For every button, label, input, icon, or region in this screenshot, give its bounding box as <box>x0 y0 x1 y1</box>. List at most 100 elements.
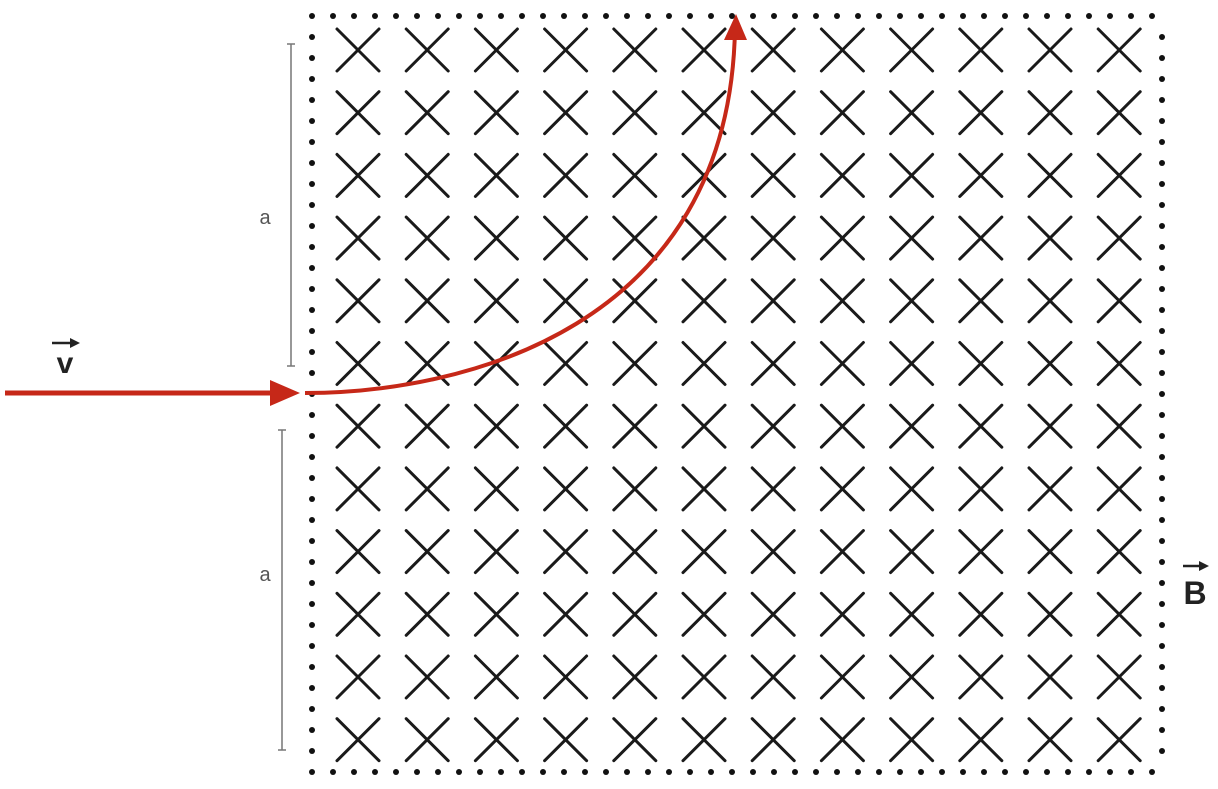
boundary-dot <box>1159 370 1165 376</box>
field-cross <box>1027 27 1073 73</box>
field-cross <box>750 466 796 512</box>
boundary-dot <box>309 580 315 586</box>
field-cross <box>750 215 796 261</box>
boundary-dot <box>309 601 315 607</box>
boundary-dot <box>1159 328 1165 334</box>
field-cross <box>750 152 796 198</box>
boundary-dot <box>1159 664 1165 670</box>
boundary-dot <box>918 769 924 775</box>
field-cross <box>612 591 658 637</box>
curved-trajectory <box>304 27 737 395</box>
boundary-dot <box>1044 769 1050 775</box>
boundary-dot <box>477 13 483 19</box>
field-cross <box>681 466 727 512</box>
boundary-dot <box>477 769 483 775</box>
field-cross <box>1096 466 1142 512</box>
boundary-dot <box>1159 622 1165 628</box>
boundary-dot <box>309 433 315 439</box>
boundary-dot <box>1159 118 1165 124</box>
field-cross <box>1096 215 1142 261</box>
field-cross <box>404 591 450 637</box>
boundary-dot <box>309 265 315 271</box>
field-cross <box>681 215 727 261</box>
boundary-dot <box>666 769 672 775</box>
boundary-dot <box>456 769 462 775</box>
field-cross <box>819 466 865 512</box>
boundary-dot <box>309 475 315 481</box>
boundary-dot <box>1107 769 1113 775</box>
boundary-dot <box>939 769 945 775</box>
field-cross <box>473 717 519 763</box>
boundary-dot <box>435 13 441 19</box>
boundary-dot <box>603 769 609 775</box>
field-cross <box>543 529 589 575</box>
field-cross <box>1027 278 1073 324</box>
field-cross <box>819 278 865 324</box>
field-cross <box>404 717 450 763</box>
field-cross <box>819 152 865 198</box>
boundary-dot <box>813 13 819 19</box>
boundary-dot <box>792 13 798 19</box>
boundary-dot <box>309 349 315 355</box>
field-cross <box>889 654 935 700</box>
field-cross <box>473 152 519 198</box>
boundary-dot <box>960 769 966 775</box>
field-cross <box>1096 90 1142 136</box>
field-cross <box>681 27 727 73</box>
boundary-dot <box>624 769 630 775</box>
field-cross <box>958 152 1004 198</box>
boundary-dot <box>960 13 966 19</box>
boundary-dot <box>414 769 420 775</box>
field-cross <box>473 27 519 73</box>
boundary-dot <box>897 13 903 19</box>
field-cross <box>819 215 865 261</box>
boundary-dot <box>519 769 525 775</box>
boundary-dot <box>309 181 315 187</box>
field-cross <box>958 403 1004 449</box>
boundary-dot <box>309 622 315 628</box>
boundary-dot <box>1159 160 1165 166</box>
field-cross <box>543 27 589 73</box>
field-cross <box>819 529 865 575</box>
boundary-dot <box>1159 286 1165 292</box>
field-cross <box>543 341 589 386</box>
field-cross <box>543 278 589 324</box>
field-cross <box>889 90 935 136</box>
boundary-dot <box>309 685 315 691</box>
boundary-dot <box>855 769 861 775</box>
field-cross <box>1027 90 1073 136</box>
boundary-dot <box>351 13 357 19</box>
boundary-dot <box>1159 412 1165 418</box>
boundary-dot <box>1159 454 1165 460</box>
field-cross <box>889 591 935 637</box>
boundary-dot <box>309 139 315 145</box>
field-cross <box>335 90 381 136</box>
field-cross <box>819 717 865 763</box>
boundary-dot <box>981 769 987 775</box>
velocity-symbol: v <box>57 347 74 380</box>
boundary-dot <box>561 13 567 19</box>
boundary-dot <box>939 13 945 19</box>
boundary-dot <box>729 13 735 19</box>
field-cross <box>612 717 658 763</box>
field-cross <box>404 90 450 136</box>
field-cross <box>750 27 796 73</box>
boundary-dot <box>1159 265 1165 271</box>
boundary-dot <box>309 76 315 82</box>
field-cross <box>473 529 519 575</box>
boundary-dot <box>1159 580 1165 586</box>
field-cross <box>1096 341 1142 386</box>
boundary-dot <box>309 307 315 313</box>
boundary-dot <box>1159 76 1165 82</box>
boundary-dot <box>330 13 336 19</box>
field-cross <box>612 278 658 324</box>
field-cross <box>1027 654 1073 700</box>
boundary-dot <box>1107 13 1113 19</box>
field-cross <box>404 152 450 198</box>
boundary-dot <box>1128 769 1134 775</box>
field-cross <box>612 215 658 261</box>
field-cross <box>1096 717 1142 763</box>
field-cross <box>473 215 519 261</box>
field-cross <box>335 27 381 73</box>
